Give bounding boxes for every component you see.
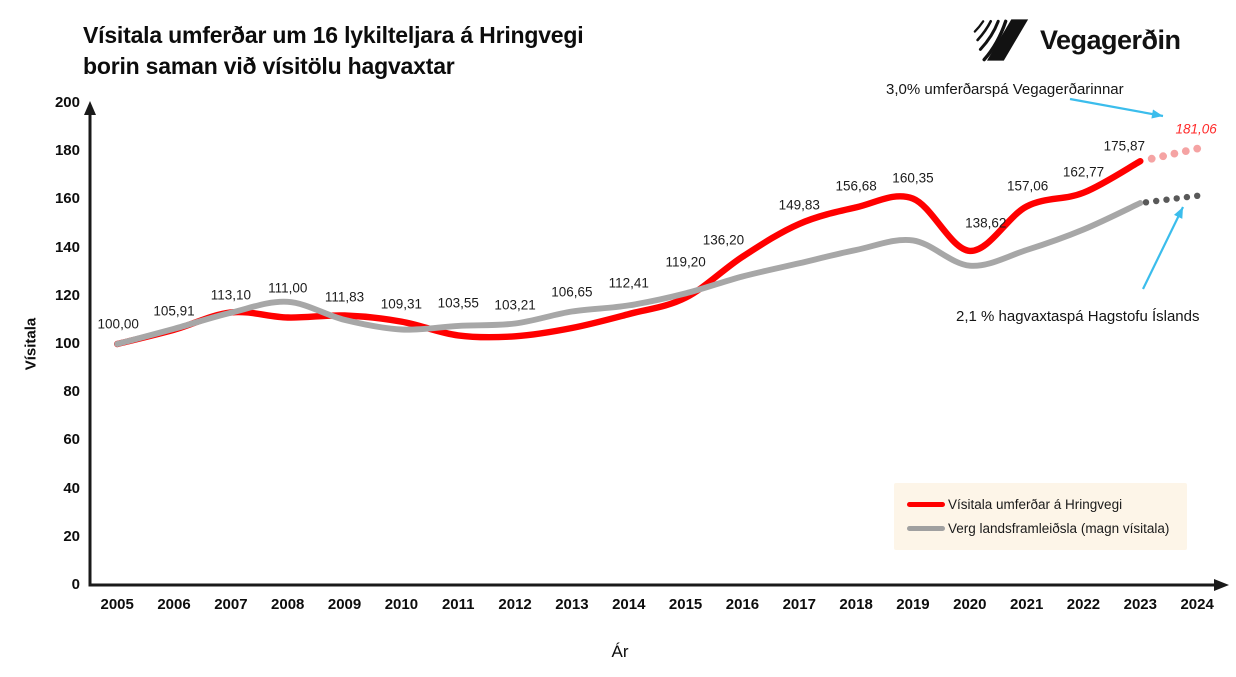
traffic-forecast-dot (1147, 154, 1156, 163)
data-label: 160,35 (892, 170, 934, 186)
data-label: 113,10 (210, 287, 252, 303)
legend-label-traffic: Vísitala umferðar á Hringvegi (948, 497, 1123, 512)
data-label: 109,31 (380, 296, 423, 312)
chart-title: Vísitala umferðar um 16 lykilteljara á H… (83, 20, 584, 82)
y-tick-label: 120 (54, 286, 80, 304)
x-tick-label: 2023 (1123, 596, 1157, 613)
data-label: 106,65 (551, 284, 593, 300)
gdp-line (114, 200, 1144, 347)
x-tick-label: 2012 (498, 596, 532, 613)
legend: Vísitala umferðar á Hringvegi Verg lands… (894, 483, 1187, 550)
x-tick-label: 2006 (157, 596, 191, 613)
legend-label-gdp: Verg landsframleiðsla (magn vísitala) (948, 521, 1170, 536)
annotation-gdp-forecast: 2,1 % hagvaxtaspá Hagstofu Íslands (956, 308, 1200, 325)
data-label: 100,00 (97, 316, 139, 332)
x-tick-label: 2008 (271, 596, 305, 613)
traffic-forecast-dot (1159, 152, 1167, 161)
x-tick-label: 2010 (384, 596, 419, 613)
traffic-forecast-arrow (1069, 97, 1164, 118)
data-label: 138,62 (965, 215, 1007, 231)
y-tick-label: 80 (63, 383, 80, 401)
gdp-forecast-dot (1183, 193, 1191, 201)
gdp-forecast-dot (1163, 196, 1170, 203)
y-tick-label: 180 (54, 142, 80, 160)
gdp-line-swatch (907, 525, 945, 532)
data-label: 156,68 (835, 178, 877, 194)
data-label: 111,00 (268, 280, 308, 296)
data-label: 103,55 (437, 295, 479, 311)
x-tick-label: 2021 (1009, 596, 1044, 613)
x-axis-title: Ár (611, 642, 629, 661)
gdp-forecast-dot (1173, 195, 1180, 202)
x-tick-label: 2009 (327, 596, 362, 613)
data-label: 136,20 (702, 232, 745, 248)
data-label: 119,20 (665, 254, 706, 270)
y-tick-label: 160 (54, 190, 80, 208)
data-label: 112,41 (608, 275, 649, 291)
data-label: 162,77 (1062, 164, 1105, 180)
x-tick-label: 2007 (214, 596, 248, 613)
y-tick-label: 140 (54, 238, 80, 256)
legend-item-traffic: Vísitala umferðar á Hringvegi (907, 497, 1187, 512)
x-tick-label: 2013 (555, 596, 589, 613)
y-tick-label: 0 (71, 576, 80, 593)
x-tick-label: 2005 (100, 596, 134, 613)
chart-title-line2: borin saman við vísitölu hagvaxtar (83, 53, 455, 79)
gdp-forecast-arrow-head (1174, 207, 1183, 219)
y-tick-label: 200 (54, 94, 80, 111)
legend-item-gdp: Verg landsframleiðsla (magn vísitala) (907, 521, 1187, 536)
vegagerdin-logo: Vegagerðin (972, 18, 1181, 62)
x-tick-label: 2024 (1180, 596, 1214, 613)
y-tick-label: 40 (63, 479, 80, 497)
data-label: 149,83 (778, 197, 820, 213)
chart-title-line1: Vísitala umferðar um 16 lykilteljara á H… (83, 22, 584, 48)
x-tick-label: 2020 (953, 596, 987, 613)
traffic-forecast-dot (1181, 147, 1190, 156)
data-label: 157,06 (1006, 178, 1049, 194)
x-tick-label: 2019 (896, 596, 930, 613)
traffic-line-swatch (907, 501, 945, 508)
vegagerdin-logo-text: Vegagerðin (1040, 24, 1181, 55)
gdp-forecast-dot (1142, 199, 1150, 206)
annotation-traffic-forecast: 3,0% umferðarspá Vegagerðarinnar (886, 81, 1124, 98)
x-tick-label: 2015 (668, 596, 703, 613)
gdp-forecast-dot (1194, 192, 1201, 199)
traffic-forecast-dot (1193, 144, 1202, 153)
x-tick-label: 2016 (725, 596, 760, 613)
x-tick-label: 2022 (1066, 596, 1101, 613)
gdp-forecast-arrow (1142, 206, 1184, 290)
data-label: 103,21 (494, 297, 536, 313)
y-tick-label: 20 (63, 527, 80, 545)
traffic-line (114, 158, 1144, 348)
x-tick-label: 2014 (612, 596, 646, 613)
y-axis-arrowhead (84, 101, 96, 115)
x-axis-arrowhead (1214, 579, 1229, 591)
y-tick-label: 100 (54, 335, 80, 352)
forecast-value-label: 181,06 (1175, 121, 1217, 137)
x-tick-label: 2011 (441, 596, 475, 613)
data-label: 105,91 (153, 303, 195, 319)
x-tick-label: 2018 (839, 596, 873, 613)
vegagerdin-logo-icon (973, 19, 1029, 62)
traffic-forecast-arrow-head (1151, 109, 1163, 119)
traffic-forecast-dot (1170, 149, 1179, 158)
data-label: 111,83 (324, 289, 365, 305)
x-tick-label: 2017 (782, 596, 816, 613)
data-label: 175,87 (1103, 138, 1145, 154)
gdp-forecast-dot (1153, 197, 1160, 205)
y-tick-label: 60 (63, 431, 80, 449)
